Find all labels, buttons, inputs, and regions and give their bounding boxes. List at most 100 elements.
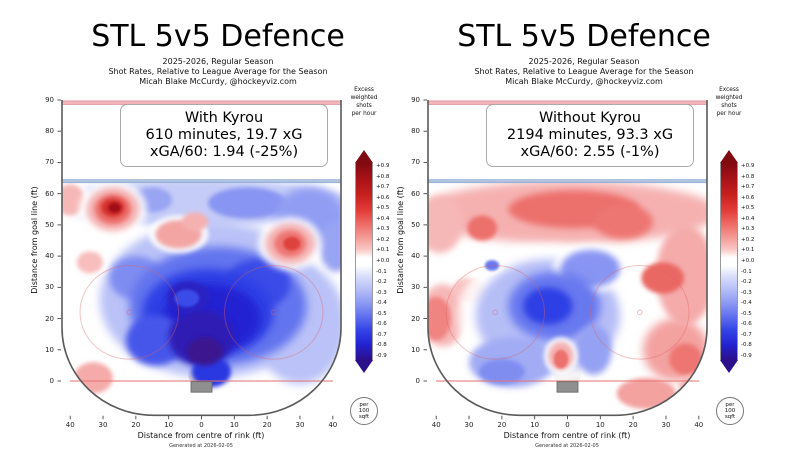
x-tick-label: 40 xyxy=(328,421,338,429)
colorbar-tick-label: +0.9 xyxy=(376,163,390,169)
colorbar-arrow-top xyxy=(355,150,373,163)
colorbar-tick-label: -0.6 xyxy=(741,321,752,328)
colorbar-tick-label: -0.3 xyxy=(741,289,752,296)
rink-heatmap-plot xyxy=(57,99,342,420)
unit-line: sqft xyxy=(358,413,370,420)
colorbar-tick-label: +0.5 xyxy=(376,205,390,212)
colorbar-tick-label: -0.5 xyxy=(741,310,752,317)
faceoff-dot-right xyxy=(270,309,277,316)
x-tick-label: 30 xyxy=(661,421,671,429)
chart-header: STL 5v5 Defence 2025-2026, Regular Seaso… xyxy=(48,20,388,87)
chart-header: STL 5v5 Defence 2025-2026, Regular Seaso… xyxy=(414,20,754,87)
x-axis-label: Distance from centre of rink (ft) xyxy=(137,431,265,440)
colorbar-tick-label: -0.6 xyxy=(376,321,387,328)
chart-subtitles: 2025-2026, Regular Season Shot Rates, Re… xyxy=(414,57,754,87)
subtitle-season: 2025-2026, Regular Season xyxy=(162,57,274,66)
x-tick-label: 0 xyxy=(199,421,204,429)
colorbar-arrow-bottom xyxy=(355,360,373,373)
chart-subtitles: 2025-2026, Regular Season Shot Rates, Re… xyxy=(48,57,388,87)
colorbar-arrow-top xyxy=(720,150,738,163)
x-tick-label: 20 xyxy=(497,421,507,429)
subtitle-season: 2025-2026, Regular Season xyxy=(528,57,640,66)
boards-outline xyxy=(427,100,708,417)
unit-line: per xyxy=(725,401,735,408)
colorbar-tick-label: -0.8 xyxy=(376,342,387,349)
rink-heatmap-plot xyxy=(423,99,708,420)
colorbar-tick-label: -0.4 xyxy=(741,300,752,307)
heatmap xyxy=(428,181,707,410)
colorbar: Excess weighted shots per hour +0.9 +0.8 +… xyxy=(716,87,754,373)
faceoff-dot-left xyxy=(492,309,499,316)
colorbar-tick-label: -0.8 xyxy=(741,342,752,349)
colorbar-tick-label: -0.3 xyxy=(376,289,387,296)
y-axis-label: Distance from goal line (ft) xyxy=(30,186,39,294)
unit-line: sqft xyxy=(724,413,736,420)
y-tick-label: 50 xyxy=(411,220,420,229)
y-tick-label: 80 xyxy=(411,127,420,136)
unit-line: 100 xyxy=(358,407,370,414)
x-axis-label: Distance from centre of rink (ft) xyxy=(503,431,631,440)
colorbar-title-line: shots xyxy=(721,103,737,109)
colorbar-tick-label: -0.9 xyxy=(376,353,387,359)
info-box-minutes: 2194 minutes, 93.3 xG xyxy=(506,127,674,143)
x-tick-label: 30 xyxy=(98,421,108,429)
colorbar-title-line: shots xyxy=(356,103,372,109)
colorbar-arrow-bottom xyxy=(720,360,738,373)
heatmap xyxy=(62,181,341,399)
generated-timestamp: Generated at 2026-02-05 xyxy=(535,443,599,449)
y-tick-label: 90 xyxy=(411,96,420,104)
colorbar-tick-label: +0.1 xyxy=(741,247,755,254)
colorbar-title-line: weighted xyxy=(715,95,743,101)
colorbar-title: Excess weighted shots per hour xyxy=(698,86,760,118)
x-tick-label: 40 xyxy=(431,421,441,429)
x-tick-label: 30 xyxy=(295,421,305,429)
colorbar-tick-label: +0.6 xyxy=(376,194,390,201)
faceoff-circle-right xyxy=(223,264,324,360)
colorbar-tick-label: +0.6 xyxy=(741,194,755,201)
colorbar-tick-label: +0.0 xyxy=(741,258,755,264)
faceoff-dot-left xyxy=(126,309,133,316)
info-box-minutes: 610 minutes, 19.7 xG xyxy=(145,127,303,143)
x-tick-label: 0 xyxy=(565,421,570,429)
subtitle-credit: Micah Blake McCurdy, @hockeyviz.com xyxy=(505,77,663,86)
colorbar-tick-label: +0.2 xyxy=(376,236,390,243)
colorbar-gradient xyxy=(720,163,738,360)
colorbar-tick-label: +0.4 xyxy=(376,215,390,222)
y-tick-label: 40 xyxy=(411,252,420,261)
y-tick-label: 30 xyxy=(45,283,54,292)
y-tick-label: 80 xyxy=(45,127,54,136)
colorbar-tick-label: +0.8 xyxy=(741,173,755,180)
y-tick-label: 30 xyxy=(411,283,420,292)
y-tick-label: 20 xyxy=(45,314,54,323)
info-box: With Kyrou 610 minutes, 19.7 xG xGA/60: … xyxy=(120,104,328,167)
y-tick-label: 70 xyxy=(45,158,54,167)
subtitle-description: Shot Rates, Relative to League Average f… xyxy=(108,67,328,76)
colorbar-tick-label: -0.7 xyxy=(376,331,387,338)
faceoff-circle-left xyxy=(445,264,546,360)
unit-badge: per 100 sqft xyxy=(716,397,744,425)
chart-title: STL 5v5 Defence xyxy=(91,19,345,54)
unit-badge: per 100 sqft xyxy=(350,397,378,425)
y-tick-label: 50 xyxy=(45,220,54,229)
info-box-split: With Kyrou xyxy=(184,110,264,126)
colorbar: Excess weighted shots per hour +0.9 +0.8 +… xyxy=(351,87,389,373)
x-tick-label: 20 xyxy=(131,421,141,429)
y-tick-label: 20 xyxy=(411,314,420,323)
colorbar-tick-label: +0.5 xyxy=(741,205,755,212)
colorbar-tick-label: -0.2 xyxy=(376,279,387,286)
unit-line: 100 xyxy=(724,407,736,414)
x-tick-label: 10 xyxy=(229,421,239,429)
axis-tick-marks xyxy=(57,99,334,420)
colorbar-tick-label: -0.5 xyxy=(376,310,387,317)
info-box-rate: xGA/60: 1.94 (-25%) xyxy=(149,144,299,160)
faceoff-circle-right xyxy=(589,264,690,360)
boards-outline xyxy=(61,100,342,417)
colorbar-tick-label: -0.1 xyxy=(741,268,752,275)
subtitle-credit: Micah Blake McCurdy, @hockeyviz.com xyxy=(139,77,297,86)
colorbar-tick-label: -0.1 xyxy=(376,268,387,275)
colorbar-tick-label: +0.0 xyxy=(376,258,390,264)
y-tick-label: 0 xyxy=(415,377,420,385)
goal-net xyxy=(190,381,213,393)
y-tick-label: 10 xyxy=(45,345,54,354)
colorbar-tick-label: +0.8 xyxy=(376,173,390,180)
